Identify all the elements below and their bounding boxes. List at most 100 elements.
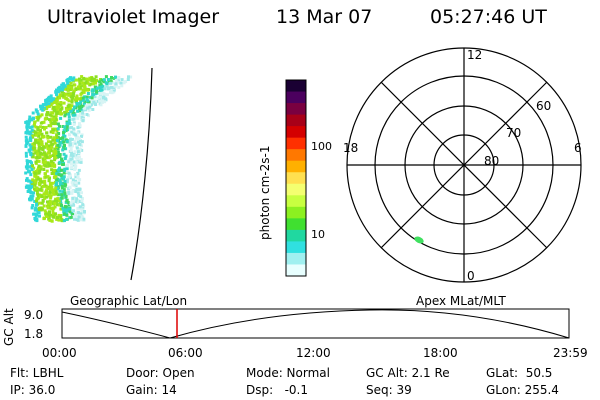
emission-pixel bbox=[27, 148, 31, 152]
emission-pixel bbox=[26, 125, 30, 129]
emission-pixel bbox=[74, 213, 78, 217]
emission-pixel bbox=[62, 175, 66, 179]
emission-pixel bbox=[59, 101, 63, 104]
colorbar-cell bbox=[286, 80, 306, 93]
emission-pixel bbox=[105, 93, 109, 97]
emission-pixel bbox=[72, 160, 76, 164]
emission-pixel bbox=[76, 116, 80, 120]
emission-pixel bbox=[54, 154, 58, 158]
emission-pixel bbox=[76, 150, 80, 154]
emission-pixel bbox=[77, 122, 81, 126]
emission-pixel bbox=[102, 78, 106, 82]
emission-pixel bbox=[75, 197, 79, 201]
emission-pixel bbox=[83, 100, 87, 104]
emission-pixel bbox=[85, 113, 89, 116]
uvi-image bbox=[24, 67, 153, 281]
emission-pixel bbox=[64, 86, 68, 90]
emission-pixel bbox=[63, 184, 67, 188]
emission-pixel bbox=[61, 219, 65, 223]
emission-pixel bbox=[24, 120, 28, 124]
emission-pixel bbox=[71, 138, 74, 141]
emission-pixel bbox=[55, 102, 59, 106]
emission-pixel bbox=[49, 184, 53, 187]
emission-pixel bbox=[26, 170, 30, 174]
emission-pixel bbox=[73, 83, 77, 87]
emission-pixel bbox=[46, 200, 49, 204]
emission-pixel bbox=[84, 87, 88, 91]
emission-pixel bbox=[34, 217, 37, 221]
emission-pixel bbox=[69, 159, 73, 163]
emission-pixel bbox=[37, 164, 41, 168]
emission-pixel bbox=[44, 101, 48, 105]
emission-pixel bbox=[52, 97, 56, 101]
emission-pixel bbox=[68, 77, 72, 81]
emission-pixel bbox=[127, 75, 130, 79]
emission-pixel bbox=[55, 192, 59, 196]
emission-pixel bbox=[78, 87, 82, 91]
emission-pixel bbox=[63, 144, 66, 147]
emission-pixel bbox=[41, 148, 45, 152]
emission-pixel bbox=[55, 203, 59, 207]
colorbar-cell bbox=[286, 114, 306, 127]
emission-pixel bbox=[49, 99, 53, 103]
emission-pixel bbox=[64, 92, 68, 96]
emission-pixel bbox=[44, 210, 48, 214]
emission-pixel bbox=[56, 143, 60, 147]
emission-pixel bbox=[35, 133, 38, 137]
emission-pixel bbox=[31, 194, 35, 198]
emission-pixel bbox=[72, 162, 76, 166]
emission-pixel bbox=[77, 114, 81, 118]
emission-pixel bbox=[74, 96, 78, 100]
emission-pixel bbox=[98, 84, 102, 88]
emission-pixel bbox=[53, 141, 57, 145]
emission-pixel bbox=[71, 91, 75, 95]
emission-pixel bbox=[101, 95, 105, 99]
emission-pixel bbox=[50, 142, 54, 146]
emission-pixel bbox=[61, 190, 65, 194]
emission-pixel bbox=[46, 134, 50, 138]
emission-pixel bbox=[44, 126, 48, 129]
emission-pixel bbox=[51, 154, 55, 157]
emission-pixel bbox=[73, 150, 77, 154]
colorbar-cells bbox=[286, 80, 306, 277]
emission-pixel bbox=[59, 112, 63, 116]
emission-pixel bbox=[64, 147, 68, 151]
emission-pixel bbox=[78, 187, 82, 191]
emission-pixel bbox=[103, 87, 107, 91]
emission-pixel bbox=[78, 108, 81, 112]
emission-pixel bbox=[54, 190, 58, 194]
emission-pixel bbox=[62, 131, 65, 135]
emission-pixel bbox=[60, 90, 64, 94]
emission-pixel bbox=[83, 210, 86, 213]
emission-pixel bbox=[61, 163, 65, 166]
emission-pixel bbox=[54, 152, 58, 155]
emission-pixel bbox=[24, 185, 28, 189]
emission-pixel bbox=[50, 181, 54, 185]
emission-pixel bbox=[78, 82, 82, 86]
emission-pixel bbox=[25, 122, 29, 126]
emission-pixel bbox=[120, 84, 124, 88]
emission-pixel bbox=[24, 154, 28, 158]
emission-pixel bbox=[70, 99, 74, 103]
emission-pixel bbox=[74, 164, 78, 168]
emission-pixel bbox=[110, 76, 113, 79]
emission-pixel bbox=[24, 165, 28, 169]
emission-pixel bbox=[54, 150, 58, 154]
x-tick-1800: 18:00 bbox=[423, 346, 458, 360]
emission-pixel bbox=[76, 176, 80, 180]
emission-pixel bbox=[71, 154, 75, 158]
emission-pixel bbox=[103, 100, 107, 104]
emission-pixel bbox=[81, 88, 85, 92]
emission-pixel bbox=[80, 140, 84, 144]
emission-pixel bbox=[80, 216, 84, 220]
emission-pixel bbox=[58, 178, 62, 182]
emission-pixel bbox=[33, 183, 37, 187]
emission-pixel bbox=[43, 179, 47, 183]
emission-pixel bbox=[80, 199, 84, 203]
emission-pixel bbox=[48, 113, 52, 117]
emission-pixel bbox=[70, 130, 74, 134]
emission-pixel bbox=[93, 79, 97, 83]
emission-pixel bbox=[41, 160, 45, 164]
emission-pixel bbox=[76, 85, 80, 89]
emission-pixel bbox=[40, 152, 44, 156]
